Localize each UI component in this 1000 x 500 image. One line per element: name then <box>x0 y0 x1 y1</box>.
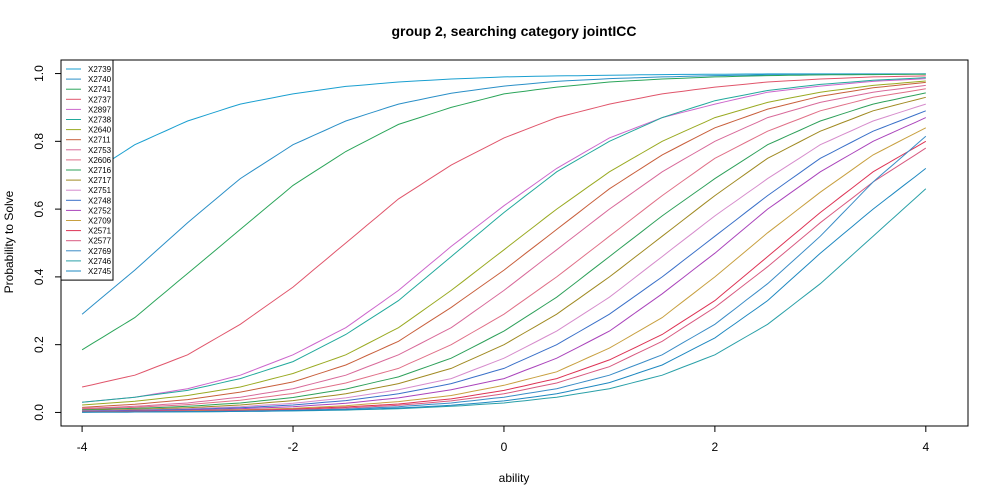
x-tick-label: -4 <box>77 440 88 454</box>
series-line-x2751 <box>82 103 926 412</box>
x-axis: -4 -2 0 2 4 <box>77 425 929 454</box>
y-tick-label: 0.2 <box>32 336 46 353</box>
legend-label: X2740 <box>88 75 112 84</box>
legend-label: X2746 <box>88 257 112 266</box>
legend-label: X2571 <box>88 227 112 236</box>
x-tick-label: 2 <box>712 440 719 454</box>
series-lines <box>81 73 927 413</box>
series-line-x2753 <box>82 84 926 409</box>
legend-label: X2737 <box>88 95 112 104</box>
y-tick-label: 1.0 <box>32 65 46 82</box>
y-tick-label: 0.0 <box>32 404 46 421</box>
x-tick-label: 4 <box>922 440 929 454</box>
x-tick-label: 0 <box>501 440 508 454</box>
series-line-x2740 <box>81 73 926 315</box>
legend-label: X2897 <box>88 105 112 114</box>
chart-title: group 2, searching category jointICC <box>391 23 636 39</box>
series-line-x2737 <box>81 75 926 388</box>
legend-label: X2606 <box>88 156 112 165</box>
series-line-x2717 <box>82 96 926 411</box>
legend-label: X2640 <box>88 126 112 135</box>
legend-label: X2711 <box>88 136 111 145</box>
legend-label: X2577 <box>88 237 112 246</box>
x-axis-label: ability <box>499 471 530 485</box>
legend-label: X2741 <box>88 85 112 94</box>
series-line-x2741 <box>81 73 926 351</box>
series-line-x2745 <box>82 168 927 413</box>
series-line-x2739 <box>81 73 926 180</box>
legend-label: X2716 <box>88 166 112 175</box>
series-line-x2716 <box>82 92 926 411</box>
series-line-x2897 <box>82 78 926 403</box>
y-tick-label: 0.4 <box>32 268 46 285</box>
series-line-x2711 <box>82 81 926 408</box>
legend-label: X2752 <box>88 206 112 215</box>
series-line-x2748 <box>82 110 926 412</box>
series-line-x2577 <box>82 147 927 413</box>
legend-label: X2738 <box>88 116 112 125</box>
series-line-x2769 <box>82 135 927 413</box>
legend-label: X2751 <box>88 186 112 195</box>
legend-label: X2745 <box>88 267 112 276</box>
x-tick-label: -2 <box>288 440 299 454</box>
legend-label: X2717 <box>88 176 112 185</box>
series-line-x2738 <box>82 77 926 403</box>
y-tick-label: 0.6 <box>32 200 46 217</box>
legend-label: X2739 <box>88 65 112 74</box>
series-line-x2709 <box>82 127 927 413</box>
y-axis: 0.0 0.2 0.4 0.6 0.8 1.0 <box>32 65 61 421</box>
series-line-x2606 <box>82 88 926 410</box>
series-line-x2571 <box>82 140 927 413</box>
legend-label: X2769 <box>88 247 112 256</box>
series-line-x2752 <box>82 117 927 412</box>
y-axis-label: Probability to Solve <box>2 190 16 293</box>
legend-label: X2748 <box>88 196 112 205</box>
y-tick-label: 0.8 <box>32 133 46 150</box>
legend-label: X2753 <box>88 146 112 155</box>
legend-label: X2709 <box>88 217 112 226</box>
series-line-x2640 <box>82 80 926 406</box>
